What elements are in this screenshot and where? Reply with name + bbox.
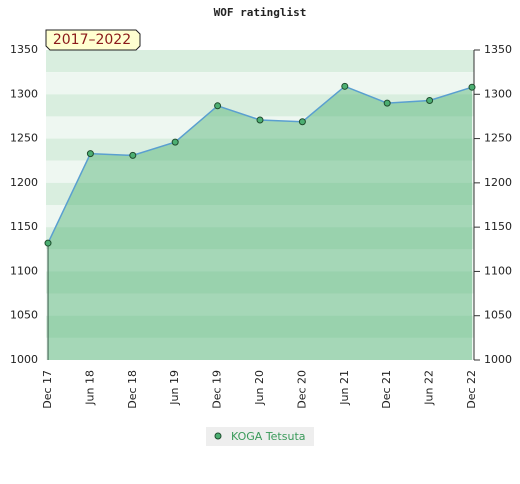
x-tick-label: Dec 19 [211, 370, 224, 409]
annotation: 2017–2022 [53, 32, 131, 48]
x-tick-label: Dec 20 [295, 370, 308, 409]
background-band [46, 160, 474, 183]
y2-tick-label: 1000 [484, 353, 512, 366]
legend-label: KOGA Tetsuta [231, 430, 306, 443]
background-band [46, 315, 474, 338]
y-tick-label: 1350 [10, 43, 38, 56]
background-band [46, 72, 474, 95]
y-tick-label: 1050 [10, 309, 38, 322]
y-tick-label: 1000 [10, 353, 38, 366]
background-band [46, 205, 474, 228]
x-tick-label: Jun 21 [338, 370, 351, 406]
legend-box [206, 427, 314, 446]
background-band [46, 138, 474, 161]
y2-tick-label: 1100 [484, 264, 512, 277]
area-fill [48, 86, 472, 361]
y2-tick-label: 1200 [484, 176, 512, 189]
x-tick-label: Jun 18 [83, 370, 96, 406]
data-point [298, 118, 306, 126]
legend-marker [214, 432, 222, 440]
background-band [46, 182, 474, 205]
y-tick-label: 1100 [10, 264, 38, 277]
y-tick-label: 1200 [10, 176, 38, 189]
background-band [46, 94, 474, 117]
data-point [214, 102, 222, 110]
background-band [46, 337, 474, 360]
y2-tick-label: 1150 [484, 220, 512, 233]
x-tick-label: Dec 21 [380, 370, 393, 409]
x-tick-label: Dec 18 [126, 370, 139, 409]
chart-title: WOF ratinglist [214, 6, 307, 19]
data-point [468, 83, 476, 91]
y2-tick-label: 1350 [484, 43, 512, 56]
data-point [171, 138, 179, 146]
data-point [256, 116, 264, 124]
data-point [86, 150, 94, 158]
y-tick-label: 1150 [10, 220, 38, 233]
data-point [426, 96, 434, 104]
data-point [341, 82, 349, 90]
y2-tick-label: 1250 [484, 132, 512, 145]
x-tick-label: Dec 22 [465, 370, 478, 409]
background-band [46, 293, 474, 316]
background-band [46, 227, 474, 250]
x-tick-label: Jun 22 [423, 370, 436, 406]
background-band [46, 249, 474, 272]
y2-tick-label: 1050 [484, 309, 512, 322]
data-point [383, 99, 391, 107]
background-band [46, 50, 474, 73]
y-tick-label: 1300 [10, 87, 38, 100]
y-tick-label: 1250 [10, 132, 38, 145]
x-tick-label: Jun 19 [168, 370, 181, 406]
x-tick-label: Jun 20 [253, 370, 266, 406]
data-point [129, 151, 137, 159]
annotation-box [45, 29, 141, 51]
x-tick-label: Dec 17 [41, 370, 54, 409]
background-band [46, 116, 474, 139]
data-point [44, 239, 52, 247]
background-band [46, 271, 474, 294]
y2-tick-label: 1300 [484, 87, 512, 100]
